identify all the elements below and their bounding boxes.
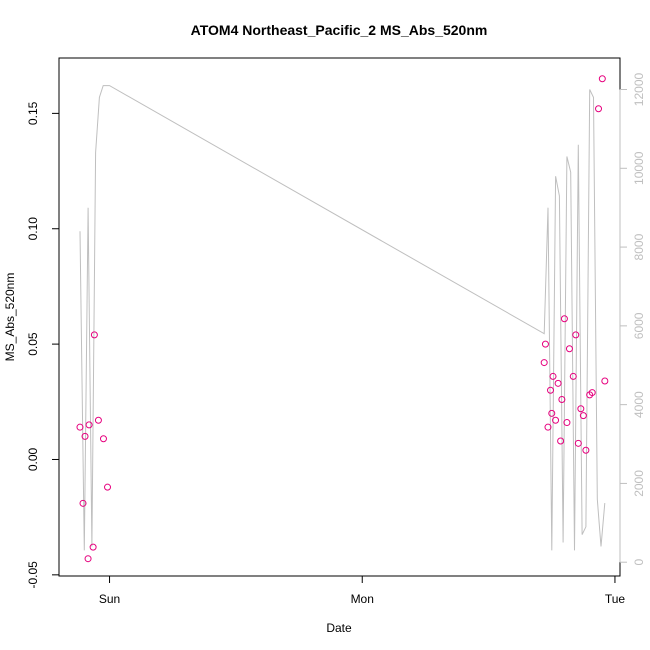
data-point bbox=[558, 395, 566, 403]
data-point bbox=[574, 439, 582, 447]
data-point bbox=[565, 345, 573, 353]
right-y-tick-label: 6000 bbox=[632, 312, 646, 339]
data-point bbox=[601, 377, 609, 385]
data-point bbox=[579, 412, 587, 420]
data-point bbox=[595, 105, 603, 113]
right-y-tick-label: 8000 bbox=[632, 233, 646, 260]
data-point bbox=[552, 416, 560, 424]
data-point bbox=[81, 432, 89, 440]
y-axis: -0.05 0.00 0.05 0.10 0.15 bbox=[26, 101, 60, 589]
y-tick-label: 0.10 bbox=[26, 217, 40, 241]
x-axis: Sun Mon Tue bbox=[99, 575, 626, 606]
data-point bbox=[582, 446, 590, 454]
right-y-tick-label: 12000 bbox=[632, 73, 646, 107]
right-y-tick-label: 10000 bbox=[632, 151, 646, 185]
y-tick-label: -0.05 bbox=[26, 561, 40, 589]
y-tick-label: 0.15 bbox=[26, 101, 40, 125]
data-point bbox=[85, 421, 93, 429]
right-y-axis: 0 2000 4000 6000 8000 10000 12000 bbox=[619, 73, 646, 566]
data-point bbox=[89, 543, 97, 551]
y-tick-label: 0.00 bbox=[26, 447, 40, 471]
data-point bbox=[104, 483, 112, 491]
right-y-tick-label: 0 bbox=[632, 559, 646, 566]
chart-title: ATOM4 Northeast_Pacific_2 MS_Abs_520nm bbox=[191, 22, 488, 38]
data-point bbox=[560, 315, 568, 323]
data-point bbox=[554, 379, 562, 387]
data-point bbox=[90, 331, 98, 339]
data-point bbox=[540, 359, 548, 367]
data-point bbox=[588, 389, 596, 397]
x-tick-label: Sun bbox=[99, 592, 120, 606]
x-axis-label: Date bbox=[326, 621, 352, 635]
data-point bbox=[84, 555, 92, 563]
data-point bbox=[572, 331, 580, 339]
point-series-layer bbox=[76, 75, 609, 563]
series-line bbox=[79, 85, 606, 551]
data-point bbox=[563, 419, 571, 427]
data-point bbox=[76, 423, 84, 431]
data-point bbox=[547, 386, 555, 394]
right-y-tick-label: 4000 bbox=[632, 391, 646, 418]
data-point bbox=[549, 372, 557, 380]
y-tick-label: 0.05 bbox=[26, 332, 40, 356]
plot-frame bbox=[58, 57, 621, 577]
data-point bbox=[577, 405, 585, 413]
data-point bbox=[548, 409, 556, 417]
data-point bbox=[598, 75, 606, 83]
data-point bbox=[79, 499, 87, 507]
data-point bbox=[544, 423, 552, 431]
y-axis-label: MS_Abs_520nm bbox=[3, 273, 17, 362]
line-series-layer bbox=[79, 85, 606, 551]
data-point bbox=[557, 437, 565, 445]
x-tick-label: Mon bbox=[351, 592, 374, 606]
right-y-tick-label: 2000 bbox=[632, 470, 646, 497]
data-point bbox=[541, 340, 549, 348]
data-point bbox=[99, 435, 107, 443]
data-point bbox=[569, 372, 577, 380]
x-tick-label: Tue bbox=[605, 592, 626, 606]
data-point bbox=[94, 416, 102, 424]
